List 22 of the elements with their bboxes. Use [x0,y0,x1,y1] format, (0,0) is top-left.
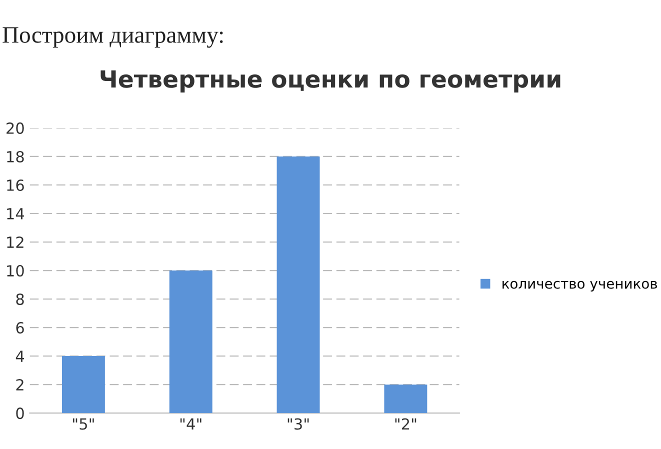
x-tick-label: "3" [288,418,309,430]
chart-title: Четвертные оценки по геометрии [100,70,560,92]
y-tick-label: 6 [16,322,24,334]
y-tick-label: 10 [7,264,24,277]
y-tick-label: 2 [16,379,24,390]
y-tick-label: 16 [7,179,24,192]
bar [62,356,105,414]
legend-label: количество учеников [502,280,658,292]
bar [276,156,320,414]
text: Построим диаграмму: [2,27,223,48]
y-tick-label: 0 [16,408,24,420]
y-tick-label: 8 [16,294,24,306]
y-tick-label: 14 [7,208,24,220]
y-tick-label: 20 [6,122,24,134]
y-tick-label: 4 [16,350,24,362]
x-tick-label: "2" [395,418,416,430]
bar [384,384,428,414]
y-tick-label: 12 [7,236,24,248]
x-tick-label: "4" [180,418,202,430]
x-tick-label: "5" [73,418,94,430]
bar [169,270,212,414]
y-tick-label: 18 [7,150,24,162]
